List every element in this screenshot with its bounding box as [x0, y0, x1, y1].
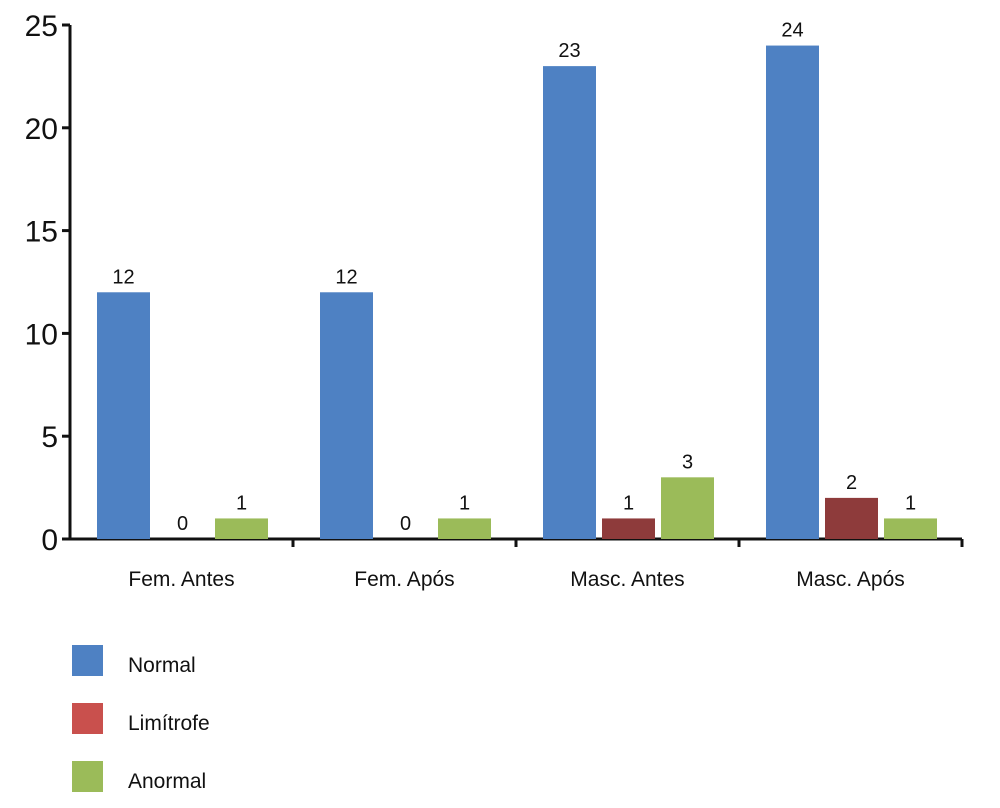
bar-normal-1	[97, 292, 150, 539]
data-label: 0	[177, 513, 188, 535]
legend-label: Limítrofe	[128, 712, 210, 735]
x-category-label: Fem. Antes	[128, 568, 234, 591]
data-label: 0	[400, 513, 411, 535]
data-label: 12	[112, 266, 134, 288]
bar-limítrofe-4	[825, 497, 878, 539]
data-label: 1	[236, 492, 247, 514]
bar-normal-3	[543, 66, 596, 540]
legend-label: Anormal	[128, 770, 206, 793]
bar-anormal-4	[884, 518, 937, 539]
bar-anormal-2	[438, 518, 491, 539]
data-label: 3	[682, 451, 693, 473]
data-label: 1	[459, 492, 470, 514]
data-label: 1	[623, 492, 634, 514]
y-tick-label: 15	[25, 216, 58, 249]
y-tick-label: 0	[41, 524, 58, 557]
data-label: 2	[846, 472, 857, 494]
y-tick-label: 20	[25, 113, 58, 146]
legend: Normal Limítrofe Anormal	[72, 645, 210, 793]
x-category-label: Masc. Antes	[570, 568, 684, 591]
y-tick-label: 25	[25, 10, 58, 43]
legend-swatch-limítrofe	[72, 703, 103, 734]
legend-swatch-normal	[72, 645, 103, 676]
data-label: 1	[905, 492, 916, 514]
data-label: 12	[335, 266, 357, 288]
data-label: 24	[781, 20, 803, 42]
legend-label: Normal	[128, 654, 196, 677]
bar-anormal-1	[215, 518, 268, 539]
x-category-label: Masc. Após	[796, 568, 905, 591]
legend-swatch-anormal	[72, 761, 103, 792]
bar-normal-2	[320, 292, 373, 539]
y-tick-label: 5	[41, 421, 58, 454]
bar-normal-4	[766, 45, 819, 540]
y-tick-label: 10	[25, 318, 58, 351]
bars	[97, 45, 937, 540]
bar-limítrofe-3	[602, 518, 655, 539]
data-label: 23	[558, 40, 580, 62]
bar-anormal-3	[661, 477, 714, 539]
x-category-label: Fem. Após	[354, 568, 454, 591]
